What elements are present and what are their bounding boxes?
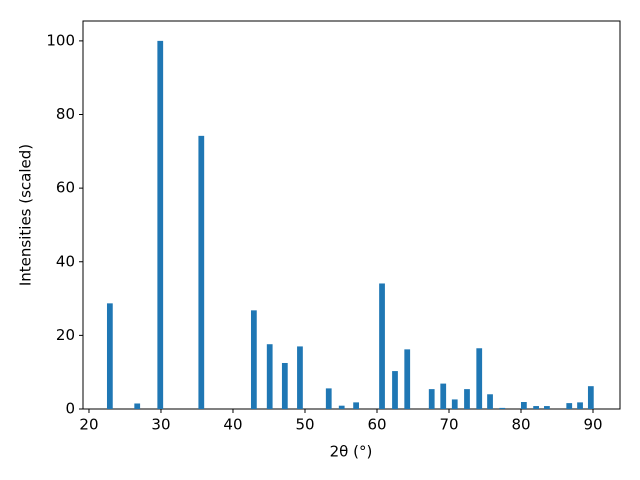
bar [577, 402, 583, 409]
x-axis-label: 2θ (°) [330, 443, 373, 461]
y-tick-label: 0 [65, 400, 75, 418]
bar [566, 403, 573, 409]
bar [544, 406, 550, 409]
bar [404, 349, 411, 409]
x-tick-label: 80 [511, 416, 530, 434]
bar [476, 348, 483, 409]
x-tick-label: 90 [583, 416, 602, 434]
bar [266, 344, 273, 409]
bar [134, 403, 141, 409]
bar [451, 399, 458, 409]
y-tick-label: 40 [56, 252, 75, 270]
bar [487, 394, 493, 409]
x-tick-label: 30 [151, 416, 170, 434]
bar [379, 283, 385, 409]
x-tick-label: 40 [223, 416, 242, 434]
bar [157, 40, 164, 409]
bar [587, 386, 594, 409]
bar [392, 371, 398, 409]
bar [281, 362, 288, 409]
x-tick-label: 60 [367, 416, 386, 434]
x-tick-label: 20 [79, 416, 98, 434]
bar [464, 389, 470, 409]
bar [325, 388, 332, 409]
bar [440, 383, 447, 409]
x-tick-label: 50 [295, 416, 314, 434]
bar [499, 407, 506, 409]
y-tick-label: 20 [56, 326, 75, 344]
bar [250, 310, 257, 409]
bar [353, 402, 359, 409]
bar [297, 346, 303, 409]
y-axis-label: Intensities (scaled) [17, 144, 35, 286]
plot-frame [82, 20, 621, 410]
x-tick-label: 70 [439, 416, 458, 434]
y-tick-label: 80 [56, 105, 75, 123]
bar [338, 405, 345, 409]
bar [533, 406, 539, 409]
bar [106, 303, 113, 409]
y-tick-label: 60 [56, 179, 75, 197]
y-tick-label: 100 [46, 31, 75, 49]
bar [520, 402, 527, 409]
bar [428, 389, 435, 409]
bar [198, 135, 205, 410]
